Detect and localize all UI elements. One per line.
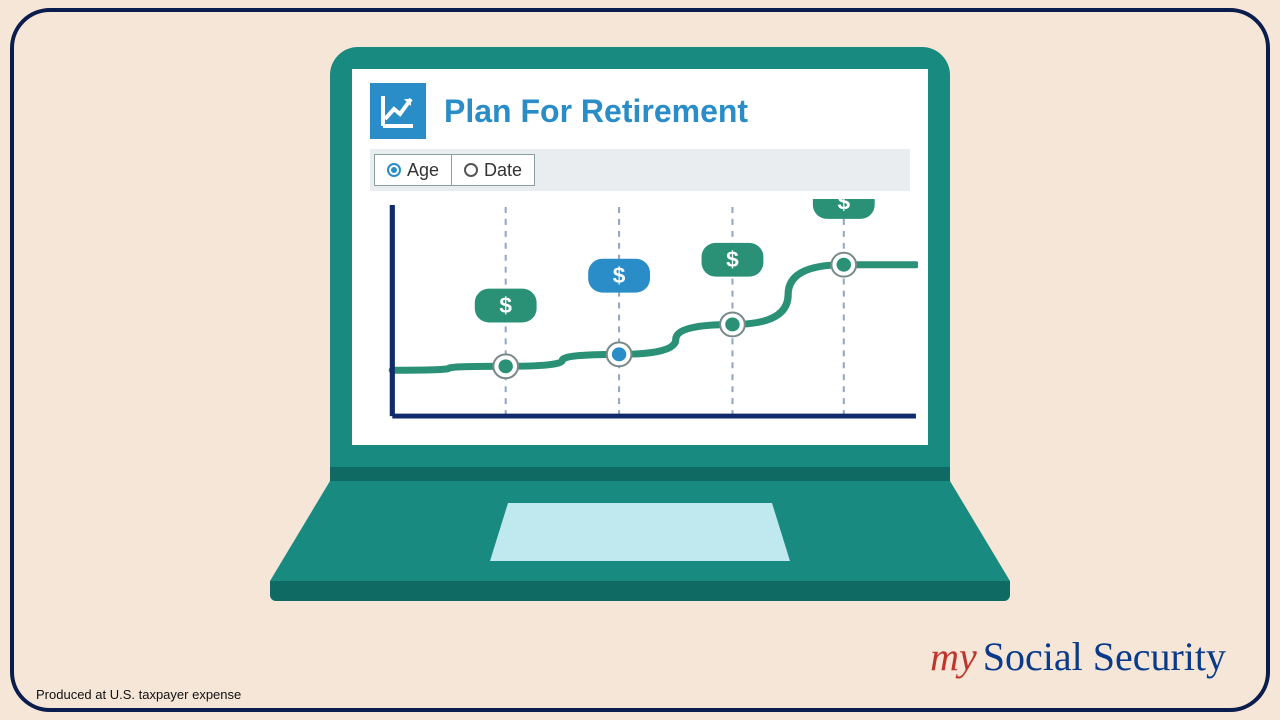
heading-row: Plan For Retirement [352,69,928,149]
svg-text:$: $ [726,248,739,273]
view-toggle: Age Date [370,149,910,191]
toggle-date[interactable]: Date [451,154,535,186]
card-frame: Plan For Retirement Age Date $ $ $ $ [10,8,1270,712]
laptop-deck [270,481,1010,581]
brand-my: my [930,634,977,679]
benefit-chart: $ $ $ $ [382,199,918,433]
svg-text:$: $ [499,293,512,318]
brand-logo: mySocial Security [930,633,1226,680]
toggle-age-label: Age [407,160,439,181]
growth-chart-icon [370,83,426,139]
radio-unchecked-icon [464,163,478,177]
laptop-trackpad [490,503,790,561]
toggle-date-label: Date [484,160,522,181]
laptop-illustration: Plan For Retirement Age Date $ $ $ $ [270,47,1010,601]
svg-text:$: $ [613,263,626,288]
laptop-base-edge [270,581,1010,601]
brand-rest: Social Security [983,634,1226,679]
page-title: Plan For Retirement [444,93,748,130]
laptop-screen: Plan For Retirement Age Date $ $ $ $ [352,69,928,445]
toggle-age[interactable]: Age [374,154,451,186]
disclaimer-text: Produced at U.S. taxpayer expense [36,687,241,702]
laptop-screen-bezel: Plan For Retirement Age Date $ $ $ $ [330,47,950,467]
svg-text:$: $ [837,199,850,214]
radio-checked-icon [387,163,401,177]
laptop-hinge [330,467,950,481]
